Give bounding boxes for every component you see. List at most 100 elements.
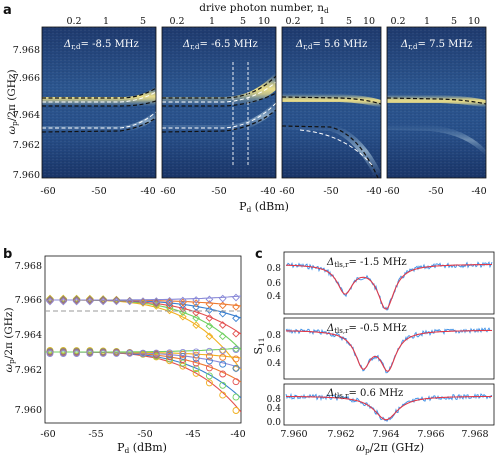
data-marker xyxy=(205,364,213,372)
spectrum-subpanel-1: Δtls,r= -1.5 MHz 0.8 0.6 0.4 xyxy=(267,251,495,315)
data-marker xyxy=(218,309,227,318)
y-tick-label: 0.4 xyxy=(267,292,282,302)
data-marker xyxy=(192,321,200,330)
data-marker xyxy=(126,349,134,357)
data-marker xyxy=(179,353,187,360)
data-marker xyxy=(179,312,187,321)
top-tick-label: 0.2 xyxy=(66,16,81,27)
heatmap-subpanel-3: Δr,d= 5.6 MHz 0.2 1 5 10 -60 -50 -40 xyxy=(279,16,381,197)
data-marker xyxy=(232,393,240,401)
x-tick-label: -60 xyxy=(384,186,399,197)
data-marker xyxy=(86,350,94,357)
x-tick-label: 7.964 xyxy=(372,429,399,440)
x-tick-label: -55 xyxy=(88,429,103,440)
y-tick-label: 7.962 xyxy=(15,365,42,376)
y-tick-label: 7.968 xyxy=(15,261,42,272)
y-tick-label: 0.4 xyxy=(267,404,282,414)
panel-letter-b: b xyxy=(3,247,12,262)
data-marker xyxy=(232,355,240,363)
data-marker xyxy=(152,298,161,307)
y-tick-label: 0.0 xyxy=(267,418,282,428)
delta-label: Δr,d= 5.6 MHz xyxy=(295,39,367,51)
data-marker xyxy=(232,346,240,353)
top-tick-label: 0.2 xyxy=(169,16,184,27)
data-marker xyxy=(192,314,200,322)
trace-group xyxy=(285,327,493,374)
x-tick-label: -60 xyxy=(279,186,294,197)
panel-a: drive photon number, nd ωp/2π (GHz) 7.96… xyxy=(6,2,487,214)
data-marker xyxy=(205,379,213,387)
top-tick-label: 0.2 xyxy=(285,16,300,27)
y-tick-label: 0.8 xyxy=(267,331,282,341)
top-tick-label: 10 xyxy=(258,16,270,27)
data-marker xyxy=(232,314,240,323)
x-tick-label: -40 xyxy=(366,186,381,197)
heatmap-subpanel-4: Δr,d= 7.5 MHz 0.2 1 5 10 -60 -50 -40 xyxy=(384,16,486,197)
x-tick-label: -40 xyxy=(230,429,245,440)
top-tick-label: 5 xyxy=(240,16,246,27)
data-marker xyxy=(125,297,134,306)
data-marker xyxy=(205,322,214,330)
top-tick-label: 5 xyxy=(451,16,457,27)
data-marker xyxy=(232,364,240,372)
data-marker xyxy=(205,352,213,360)
data-marker xyxy=(99,350,107,357)
panel-c: Δtls,r= -1.5 MHz 0.8 0.6 0.4 Δtls,r= -0.… xyxy=(252,251,495,455)
data-marker xyxy=(179,362,187,370)
delta-label: Δtls,r= -0.5 MHz xyxy=(326,323,407,335)
data-marker xyxy=(219,370,227,378)
y-tick-label: 0.8 xyxy=(267,264,282,274)
delta-label: Δtls,r= -1.5 MHz xyxy=(326,257,407,269)
data-marker xyxy=(59,350,67,357)
x-tick-label: 7.962 xyxy=(327,429,354,440)
data-marker xyxy=(205,347,213,355)
top-tick-label: 10 xyxy=(363,16,375,27)
panel-b: 7.968 7.966 7.964 7.962 7.960 -60 -55 -5… xyxy=(3,255,246,455)
data-marker xyxy=(218,294,227,303)
data-marker xyxy=(73,350,81,357)
panel-c-y-label: S11 xyxy=(252,337,266,354)
y-tick-label: 7.960 xyxy=(15,405,42,416)
top-axis-label: drive photon number, nd xyxy=(199,2,329,15)
x-tick-label: -40 xyxy=(260,186,275,197)
data-marker xyxy=(99,297,107,306)
panel-b-frame xyxy=(44,255,242,424)
y-tick-label: 7.964 xyxy=(13,110,40,121)
fit-trace xyxy=(286,263,492,310)
y-tick-label: 0.6 xyxy=(267,279,282,289)
data-marker xyxy=(205,306,214,314)
data-marker xyxy=(232,378,240,386)
trace-group xyxy=(285,261,493,311)
top-tick-label: 1 xyxy=(103,16,109,27)
data-marker xyxy=(219,347,227,354)
data-marker xyxy=(205,295,214,304)
data-marker xyxy=(59,297,68,306)
x-tick-label: -50 xyxy=(323,186,338,197)
top-tick-label: 1 xyxy=(319,16,325,27)
x-tick-label: -50 xyxy=(137,429,152,440)
data-marker xyxy=(152,297,161,305)
data-marker xyxy=(166,349,174,357)
x-tick-label: -50 xyxy=(91,186,106,197)
fit-curve xyxy=(45,347,241,353)
data-marker xyxy=(205,372,213,380)
y-tick-label: 7.962 xyxy=(13,140,40,151)
heatmap-subpanel-1: Δr,d= -8.5 MHz 0.2 1 5 -60 -50 -40 xyxy=(40,16,157,197)
data-marker xyxy=(219,391,227,399)
data-marker xyxy=(165,298,174,306)
data-marker xyxy=(46,297,54,306)
y-tick-label: 7.968 xyxy=(13,45,40,56)
top-tick-label: 5 xyxy=(140,16,146,27)
data-marker xyxy=(232,293,240,302)
data-marker xyxy=(205,357,213,365)
data-marker xyxy=(192,351,200,359)
x-tick-label: -50 xyxy=(428,186,443,197)
top-tick-label: 5 xyxy=(346,16,352,27)
data-marker xyxy=(112,297,121,306)
data-marker xyxy=(86,297,94,306)
panel-a-x-label: Pd (dBm) xyxy=(239,200,289,214)
data-marker xyxy=(232,407,240,414)
data-marker xyxy=(166,353,174,361)
data-marker xyxy=(232,303,240,311)
spectrum-subpanel-2: Δtls,r= -0.5 MHz 0.8 0.6 0.4 xyxy=(267,317,495,380)
